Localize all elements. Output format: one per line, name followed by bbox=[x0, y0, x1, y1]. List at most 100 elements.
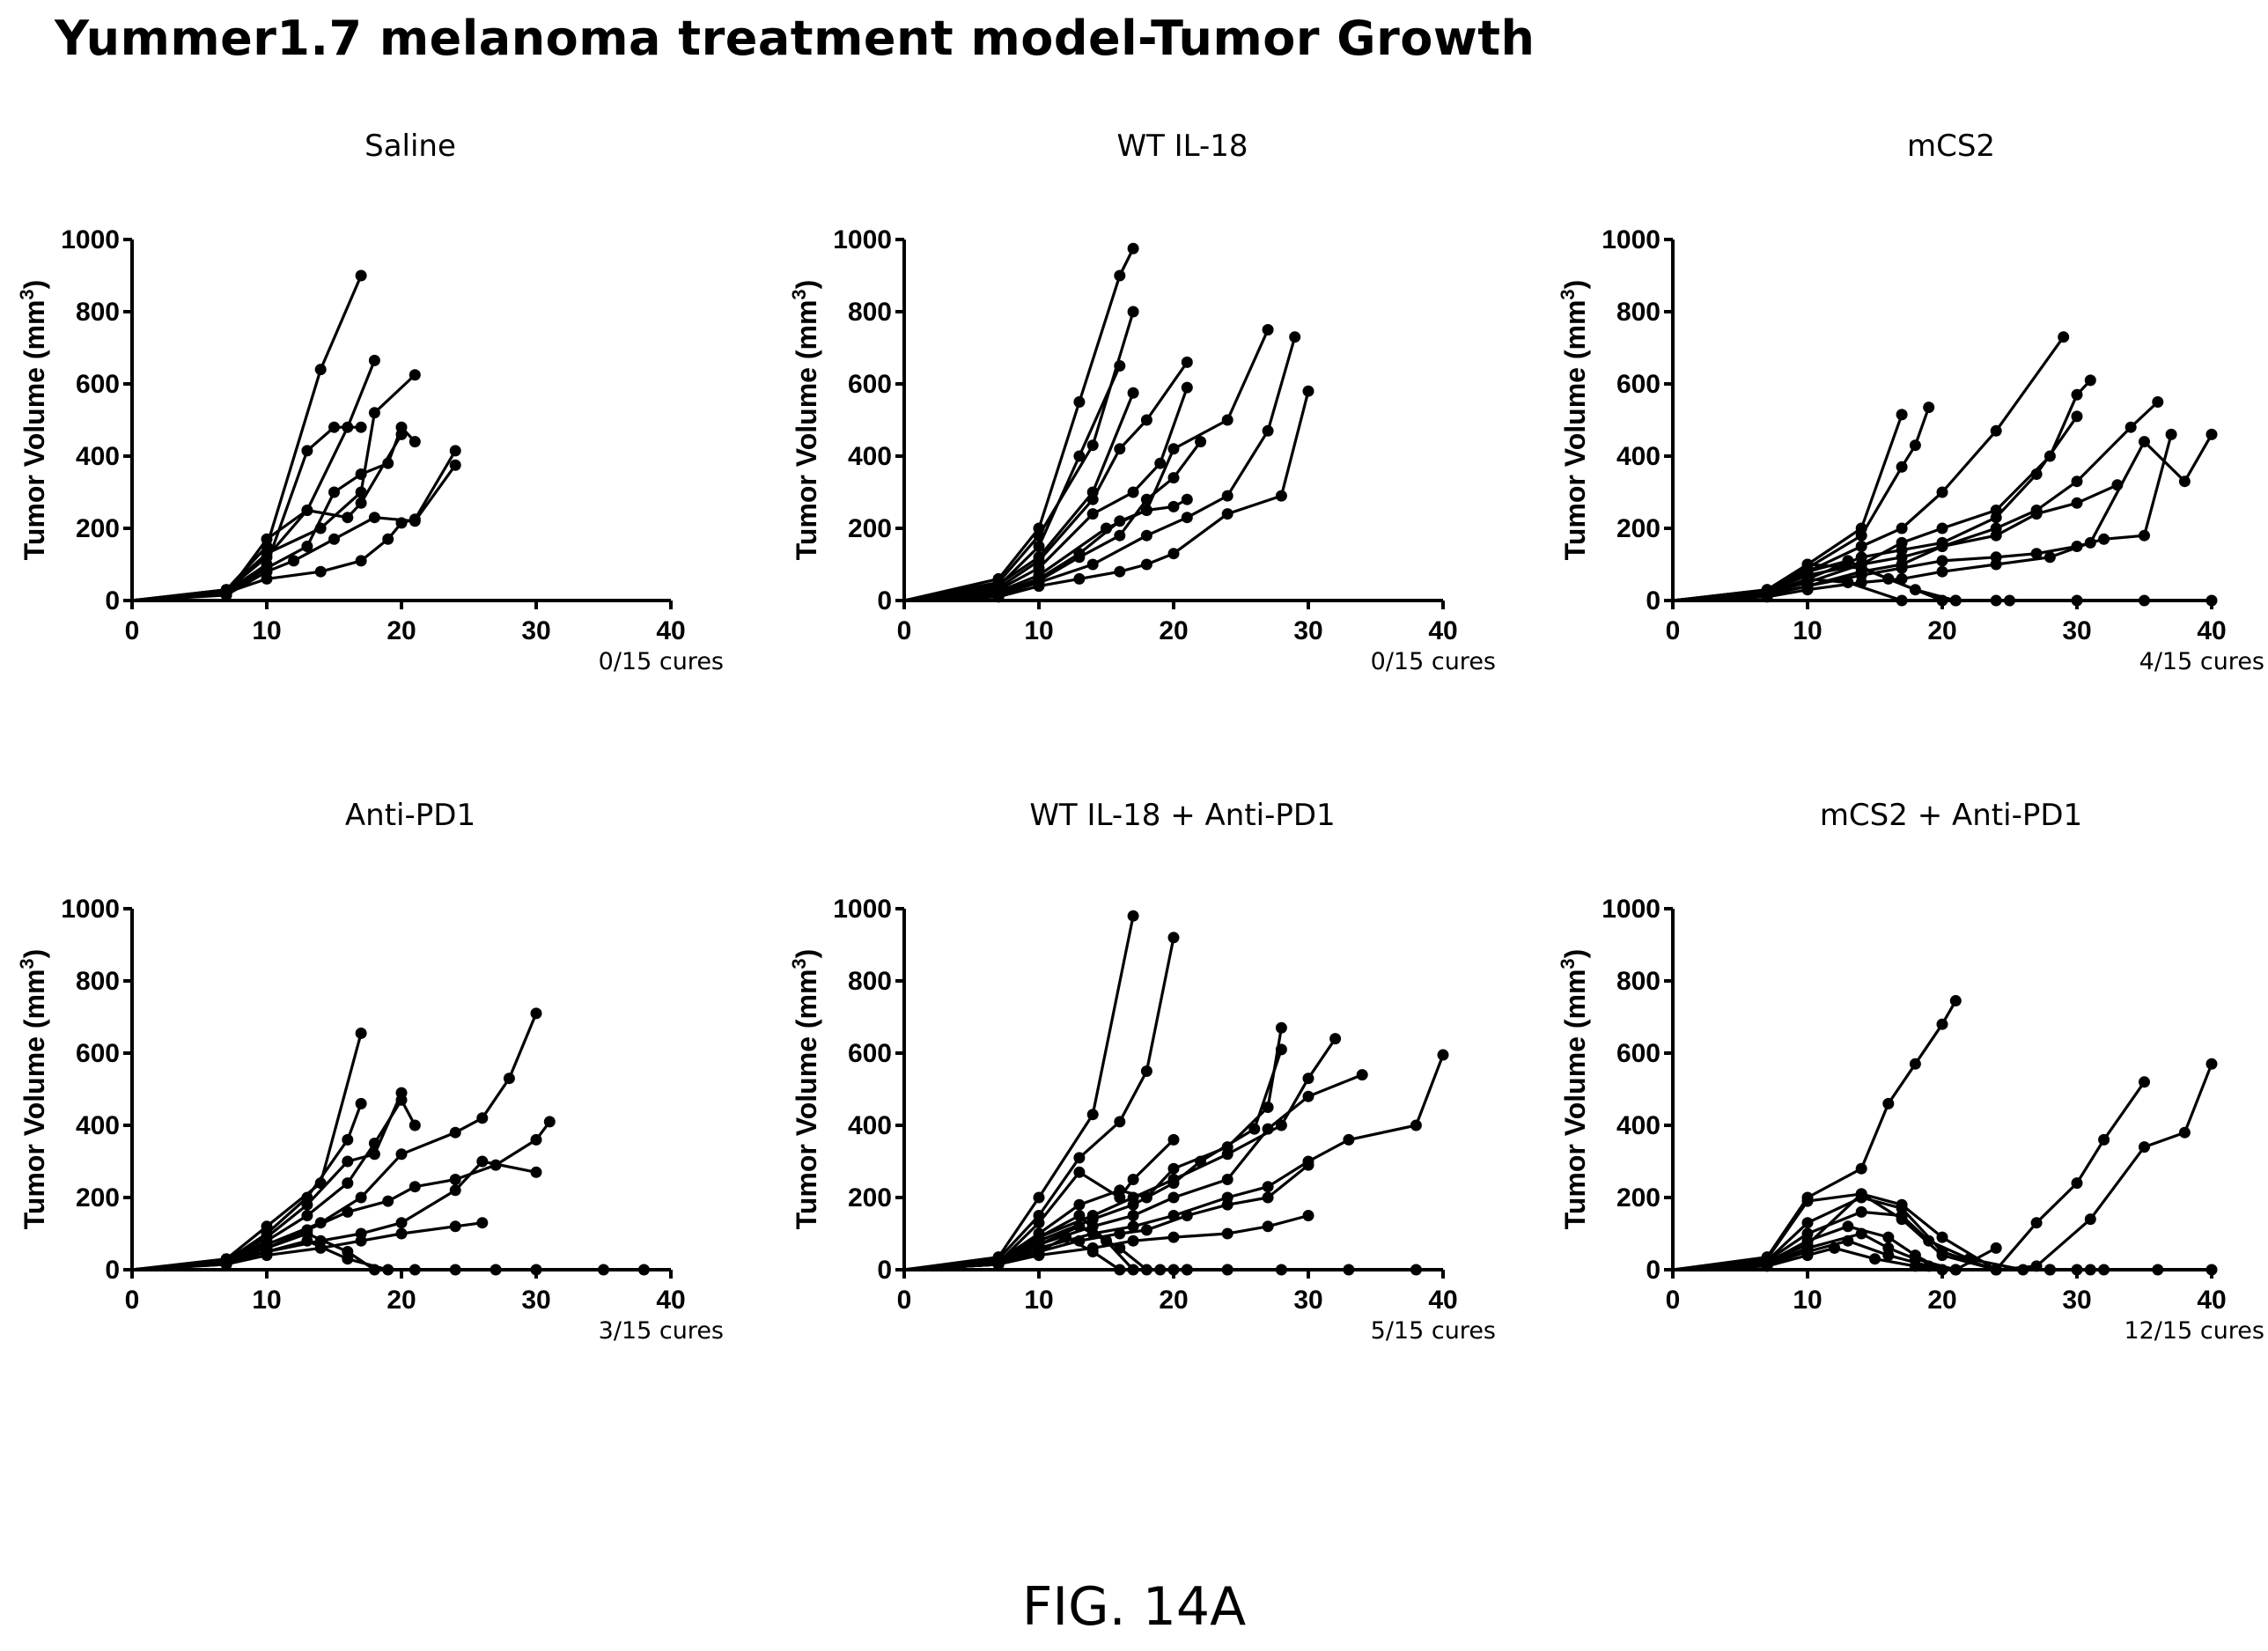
y-tick-label: 400 bbox=[848, 442, 892, 471]
data-point bbox=[1882, 1249, 1895, 1262]
y-axis-label-superscript: 3 bbox=[16, 958, 38, 969]
data-point bbox=[1167, 932, 1180, 944]
data-point bbox=[1140, 1065, 1152, 1077]
data-point bbox=[992, 1258, 1005, 1271]
data-point bbox=[530, 1166, 542, 1178]
y-axis-label: Tumor Volume (mm3) bbox=[788, 280, 822, 561]
data-point bbox=[342, 512, 354, 524]
data-point bbox=[301, 541, 313, 552]
data-point bbox=[301, 1235, 313, 1247]
y-tick-label: 200 bbox=[848, 1183, 892, 1212]
data-point bbox=[1127, 387, 1139, 399]
data-point bbox=[1761, 1257, 1773, 1269]
data-point bbox=[503, 1072, 515, 1085]
data-point bbox=[1167, 1133, 1180, 1146]
data-point bbox=[1167, 1191, 1180, 1204]
x-tick-label: 20 bbox=[387, 616, 416, 645]
data-point bbox=[1936, 1231, 1948, 1243]
data-point bbox=[2205, 594, 2218, 607]
series-line bbox=[903, 440, 1202, 602]
data-point bbox=[490, 1264, 502, 1276]
data-point bbox=[1936, 541, 1948, 552]
data-point bbox=[1127, 1220, 1139, 1233]
data-point bbox=[2098, 533, 2110, 545]
data-point bbox=[1289, 331, 1301, 343]
data-point bbox=[409, 513, 421, 526]
data-point bbox=[2205, 428, 2218, 440]
data-point bbox=[637, 1264, 650, 1276]
cures-annotation: 5/15 cures bbox=[1371, 1317, 1496, 1345]
data-point bbox=[382, 1264, 394, 1276]
x-tick-label: 0 bbox=[125, 616, 140, 645]
data-point bbox=[2139, 1141, 2150, 1153]
x-tick-label: 40 bbox=[2197, 1286, 2226, 1315]
y-tick-label: 400 bbox=[1616, 1111, 1660, 1140]
y-tick-label: 800 bbox=[848, 298, 892, 327]
data-point bbox=[992, 591, 1005, 603]
data-point bbox=[368, 407, 380, 419]
data-point bbox=[2205, 1058, 2218, 1070]
data-point bbox=[1855, 1227, 1867, 1240]
y-axis-label-close: ) bbox=[18, 280, 50, 290]
panel-title: Saline bbox=[364, 129, 456, 164]
data-point bbox=[476, 1217, 489, 1229]
x-tick-label: 20 bbox=[1159, 1286, 1188, 1315]
data-point bbox=[1896, 522, 1908, 534]
data-point bbox=[1073, 396, 1086, 408]
series-line bbox=[1672, 433, 2173, 602]
x-tick-label: 10 bbox=[252, 616, 281, 645]
data-point bbox=[342, 1177, 354, 1190]
data-point bbox=[355, 1235, 367, 1247]
data-point bbox=[1882, 1097, 1895, 1109]
data-point bbox=[1114, 1227, 1126, 1240]
data-point bbox=[1073, 551, 1086, 564]
data-point bbox=[1181, 493, 1193, 505]
data-point bbox=[342, 1133, 354, 1146]
data-point bbox=[1275, 1119, 1287, 1131]
y-tick-label: 0 bbox=[877, 586, 892, 615]
panel-title: mCS2 bbox=[1907, 129, 1995, 164]
data-point bbox=[2178, 475, 2191, 488]
series-line bbox=[1672, 1080, 2146, 1271]
data-point bbox=[261, 572, 273, 585]
series-line bbox=[131, 1102, 363, 1271]
y-tick-label: 400 bbox=[1616, 442, 1660, 471]
series-line bbox=[903, 1235, 1228, 1271]
data-point bbox=[449, 1264, 461, 1276]
data-point bbox=[1181, 512, 1193, 524]
data-point bbox=[1302, 1072, 1314, 1085]
data-point bbox=[1302, 385, 1314, 397]
data-point bbox=[355, 468, 367, 480]
data-point bbox=[328, 533, 340, 545]
data-point bbox=[1302, 1210, 1314, 1221]
data-point bbox=[2071, 410, 2083, 423]
x-tick-label: 0 bbox=[897, 616, 912, 645]
x-tick-label: 10 bbox=[252, 1286, 281, 1315]
cures-annotation: 0/15 cures bbox=[1371, 648, 1496, 675]
data-point bbox=[1167, 443, 1180, 455]
data-point bbox=[449, 1126, 461, 1139]
data-point bbox=[395, 428, 408, 440]
data-point bbox=[261, 1246, 273, 1257]
data-point bbox=[449, 445, 461, 457]
data-point bbox=[1990, 424, 2002, 437]
y-axis-label: Tumor Volume (mm3) bbox=[1557, 949, 1591, 1230]
chart-panel: WT IL-180 10 20 30 4002004006008001000Tumor … bbox=[788, 129, 1496, 675]
data-point bbox=[1936, 486, 1948, 498]
x-tick-label: 20 bbox=[1927, 1286, 1956, 1315]
x-tick-label: 20 bbox=[1927, 616, 1956, 645]
data-point bbox=[409, 436, 421, 448]
series-line bbox=[1672, 577, 1956, 602]
data-point bbox=[2139, 436, 2150, 448]
data-point bbox=[1221, 490, 1233, 502]
data-point bbox=[355, 1027, 367, 1039]
data-point bbox=[2178, 1126, 2191, 1139]
data-point bbox=[1073, 450, 1086, 462]
y-axis-label-close: ) bbox=[791, 949, 822, 959]
data-point bbox=[2152, 396, 2164, 408]
data-point bbox=[530, 1264, 542, 1276]
